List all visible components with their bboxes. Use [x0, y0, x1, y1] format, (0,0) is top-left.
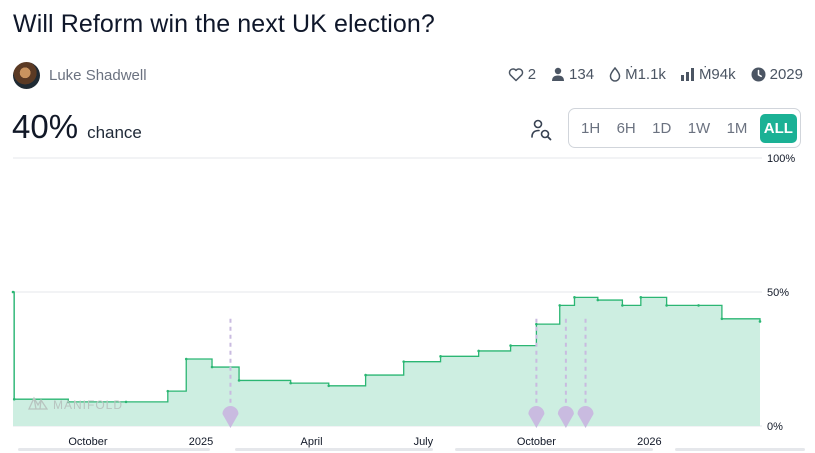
heart-icon: [508, 67, 524, 82]
close-year: 2029: [769, 66, 803, 83]
data-point: [535, 322, 538, 326]
y-tick-label: 50%: [767, 287, 789, 299]
data-point: [439, 355, 442, 358]
data-point: [758, 320, 762, 323]
data-point: [596, 298, 600, 302]
probability-value: 40%: [12, 108, 79, 145]
time-range-selector: 1H 6H 1D 1W 1M ALL: [568, 108, 801, 148]
chart-svg[interactable]: 100% 50% 0% October 2025 April July October 2026: [0, 150, 815, 448]
close-date-stat[interactable]: 2029: [751, 66, 803, 83]
range-6h-button[interactable]: 6H: [616, 119, 636, 137]
event-marker-pin: [577, 406, 594, 428]
data-point: [289, 381, 292, 385]
data-point: [11, 290, 15, 294]
droplet-icon: [609, 67, 621, 82]
y-tick-label: 100%: [767, 153, 795, 165]
data-point: [327, 384, 331, 388]
data-point: [558, 304, 562, 307]
data-point: [124, 400, 128, 404]
data-point: [621, 304, 624, 307]
range-1m-button[interactable]: 1M: [726, 119, 748, 137]
data-point: [573, 296, 576, 299]
range-1d-button[interactable]: 1D: [652, 119, 672, 137]
traders-count: 134: [569, 66, 595, 83]
volume-stat[interactable]: Ṁ94k: [680, 66, 736, 83]
bar-chart-icon: [680, 68, 695, 81]
traders-stat[interactable]: 134: [551, 66, 594, 83]
market-stats: 2 134 Ṁ1.1k Ṁ94k 2029: [508, 66, 803, 83]
user-icon: [551, 67, 565, 82]
data-point: [166, 389, 170, 393]
event-marker-pin: [528, 406, 545, 428]
data-point: [697, 304, 700, 307]
data-point: [477, 349, 480, 353]
probability: 40% chance: [12, 108, 142, 146]
x-tick-label: April: [301, 436, 323, 448]
event-marker-pin: [557, 406, 574, 428]
page-title: Will Reform win the next UK election?: [13, 10, 435, 38]
likes-count: 2: [527, 66, 537, 83]
range-1h-button[interactable]: 1H: [581, 119, 601, 137]
data-point: [12, 397, 16, 401]
y-tick-label: 0%: [767, 421, 783, 433]
clock-icon: [751, 67, 766, 82]
x-tick-label: October: [68, 436, 107, 448]
x-tick-label: October: [517, 436, 556, 448]
probability-chart[interactable]: 100% 50% 0% October 2025 April July October 2026: [0, 150, 815, 453]
data-point: [66, 400, 70, 404]
search-bets-button[interactable]: [530, 118, 554, 142]
manifold-watermark: MANIFOLD: [27, 396, 124, 413]
liquidity-value: Ṁ1.1k: [625, 66, 666, 83]
creator-name[interactable]: Luke Shadwell: [49, 67, 147, 84]
data-point: [402, 360, 406, 363]
avatar[interactable]: [13, 62, 40, 89]
range-1w-button[interactable]: 1W: [687, 119, 711, 137]
x-tick-label: July: [414, 436, 434, 448]
area-fill: [13, 292, 760, 426]
data-point: [720, 317, 724, 321]
likes-stat[interactable]: 2: [508, 66, 536, 83]
data-point: [184, 357, 188, 361]
data-point: [639, 296, 643, 299]
data-point: [364, 373, 367, 377]
user-search-icon: [530, 119, 554, 146]
x-tick-label: 2025: [189, 436, 213, 448]
range-all-button[interactable]: ALL: [759, 113, 797, 143]
liquidity-stat[interactable]: Ṁ1.1k: [609, 66, 666, 83]
data-point: [237, 379, 241, 382]
x-tick-label: 2026: [637, 436, 661, 448]
watermark-text: MANIFOLD: [53, 397, 124, 412]
data-point: [210, 365, 214, 369]
event-marker-pin: [222, 406, 239, 428]
volume-value: Ṁ94k: [698, 66, 736, 83]
probability-label: chance: [87, 123, 142, 142]
manifold-logo-icon: [27, 396, 49, 413]
creator[interactable]: Luke Shadwell: [13, 62, 147, 89]
data-point: [509, 344, 512, 347]
data-point: [665, 304, 668, 307]
